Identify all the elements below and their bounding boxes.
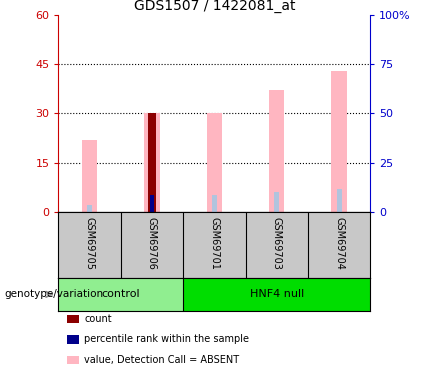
- Text: GSM69705: GSM69705: [84, 217, 95, 270]
- Bar: [144, 113, 160, 212]
- Text: genotype/variation: genotype/variation: [4, 290, 103, 299]
- Bar: [82, 140, 97, 212]
- Bar: [207, 113, 222, 212]
- Bar: [148, 113, 156, 212]
- Text: count: count: [84, 314, 112, 324]
- Bar: [150, 195, 154, 212]
- Text: value, Detection Call = ABSENT: value, Detection Call = ABSENT: [84, 355, 239, 365]
- Bar: [212, 195, 217, 212]
- Text: HNF4 null: HNF4 null: [249, 290, 304, 299]
- Bar: [58, 278, 183, 311]
- Bar: [149, 192, 155, 212]
- Text: GSM69704: GSM69704: [334, 217, 344, 270]
- Text: GSM69701: GSM69701: [209, 217, 220, 270]
- Bar: [274, 192, 279, 212]
- Title: GDS1507 / 1422081_at: GDS1507 / 1422081_at: [134, 0, 295, 13]
- Bar: [269, 90, 284, 212]
- Text: GSM69706: GSM69706: [147, 217, 157, 270]
- FancyBboxPatch shape: [67, 335, 79, 344]
- FancyBboxPatch shape: [67, 315, 79, 323]
- Bar: [331, 71, 347, 212]
- Bar: [183, 278, 370, 311]
- Bar: [336, 189, 342, 212]
- Text: percentile rank within the sample: percentile rank within the sample: [84, 334, 249, 344]
- Text: GSM69703: GSM69703: [271, 217, 282, 270]
- FancyBboxPatch shape: [67, 356, 79, 364]
- Text: control: control: [101, 290, 140, 299]
- Bar: [87, 206, 92, 212]
